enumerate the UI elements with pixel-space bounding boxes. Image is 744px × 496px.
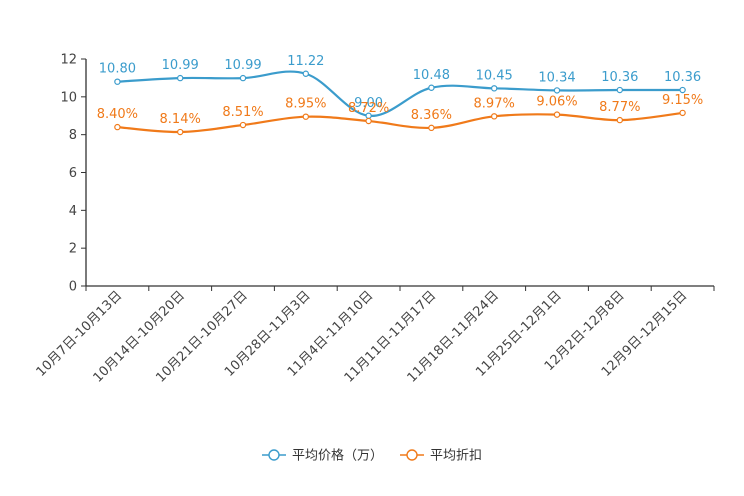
data-label: 10.99 xyxy=(224,58,261,73)
data-label: 8.97% xyxy=(474,96,515,111)
data-point[interactable] xyxy=(114,123,121,131)
legend[interactable]: 平均价格（万） 平均折扣 xyxy=(262,448,482,464)
data-point[interactable] xyxy=(553,111,561,118)
data-label: 9.06% xyxy=(536,95,577,110)
y-tick-label: 12 xyxy=(60,53,77,68)
data-point[interactable] xyxy=(365,117,372,125)
data-point[interactable] xyxy=(176,128,184,136)
y-axis: 0 2 4 6 8 10 12 xyxy=(60,53,87,295)
series-line-1 xyxy=(117,111,683,134)
legend-marker xyxy=(268,449,280,461)
y-tick-label: 8 xyxy=(69,128,77,143)
data-label: 10.36 xyxy=(664,70,701,85)
data-label: 8.72% xyxy=(348,101,389,116)
legend-item-0[interactable]: 平均价格（万） xyxy=(262,448,383,464)
data-point[interactable] xyxy=(428,124,435,132)
data-point[interactable] xyxy=(491,85,498,92)
data-point[interactable] xyxy=(239,74,247,82)
data-label: 8.36% xyxy=(411,108,452,123)
data-label: 8.40% xyxy=(97,107,138,122)
data-point[interactable] xyxy=(616,116,624,124)
series-lines xyxy=(114,70,686,136)
data-point[interactable] xyxy=(176,74,184,82)
data-label: 11.22 xyxy=(287,54,324,69)
y-tick-label: 4 xyxy=(69,204,77,219)
data-label: 8.95% xyxy=(285,97,326,112)
data-label: 8.51% xyxy=(222,105,263,120)
data-label: 9.00 xyxy=(354,96,383,111)
y-tick-label: 2 xyxy=(69,242,77,257)
data-point[interactable] xyxy=(239,121,247,129)
data-point[interactable] xyxy=(553,87,561,94)
data-label: 10.36 xyxy=(601,70,638,85)
data-label: 10.48 xyxy=(413,68,450,83)
data-label: 8.77% xyxy=(599,100,640,115)
data-point[interactable] xyxy=(302,113,309,120)
data-point[interactable] xyxy=(114,78,121,85)
data-point[interactable] xyxy=(616,86,624,94)
data-point[interactable] xyxy=(428,84,435,91)
data-point[interactable] xyxy=(491,113,498,120)
data-label: 9.15% xyxy=(662,93,703,108)
legend-label: 平均价格（万） xyxy=(292,448,383,464)
x-axis: 10月7日-10月13日10月14日-10月20日10月21日-10月27日10… xyxy=(34,285,715,386)
data-label: 10.45 xyxy=(476,68,513,83)
legend-item-1[interactable]: 平均折扣 xyxy=(400,449,482,464)
data-point[interactable] xyxy=(302,70,309,77)
y-tick-label: 0 xyxy=(69,280,77,295)
y-tick-label: 6 xyxy=(69,166,77,181)
data-label: 10.99 xyxy=(162,58,199,73)
data-point[interactable] xyxy=(679,86,686,94)
series-line-0 xyxy=(117,70,683,117)
data-point[interactable] xyxy=(679,109,686,117)
data-labels: 10.80 10.99 10.99 11.22 9.00 10.48 10.45 10.34 1… xyxy=(97,54,704,127)
data-label: 10.80 xyxy=(99,62,136,77)
legend-label: 平均折扣 xyxy=(430,449,482,464)
data-label: 8.14% xyxy=(160,112,201,127)
legend-marker xyxy=(406,449,418,461)
y-tick-label: 10 xyxy=(60,90,77,105)
data-label: 10.34 xyxy=(538,70,575,85)
